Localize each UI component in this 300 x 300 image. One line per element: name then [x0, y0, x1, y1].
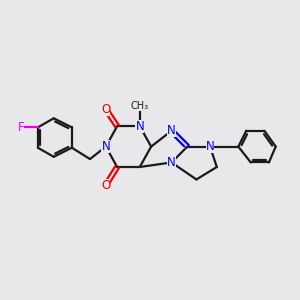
- Text: N: N: [167, 124, 176, 137]
- Text: CH₃: CH₃: [131, 101, 149, 111]
- Text: N: N: [135, 120, 144, 133]
- Text: N: N: [101, 140, 110, 153]
- Text: O: O: [101, 103, 110, 116]
- Text: N: N: [167, 156, 176, 169]
- Text: N: N: [206, 140, 214, 153]
- Text: F: F: [18, 121, 24, 134]
- Text: O: O: [101, 178, 110, 192]
